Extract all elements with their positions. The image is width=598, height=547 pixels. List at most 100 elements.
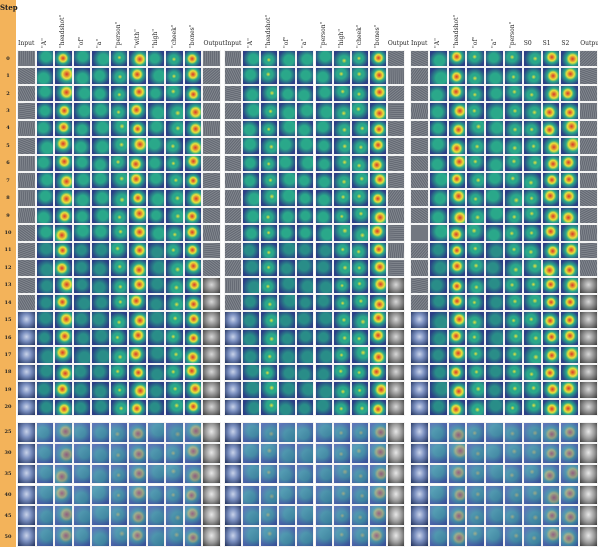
step-label: 9 <box>6 212 10 219</box>
attention-map-cell <box>54 206 73 225</box>
attention-map-cell <box>91 50 110 68</box>
attention-map-cell <box>522 294 542 312</box>
attention-map-cell <box>410 224 429 242</box>
attention-map-cell <box>541 442 561 464</box>
attention-map-cell <box>17 137 36 155</box>
attention-map-cell <box>183 119 203 138</box>
attention-map-cell <box>224 241 243 260</box>
attention-map-cell <box>560 526 580 547</box>
attention-map-cell <box>522 67 542 85</box>
attention-map-cell <box>146 67 166 85</box>
attention-map-cell <box>485 67 504 85</box>
attention-map-cell <box>314 484 333 506</box>
attention-map-cell <box>410 381 429 399</box>
attention-map-cell <box>278 206 297 225</box>
attention-map-cell <box>504 224 523 242</box>
attention-map-cell <box>146 224 166 242</box>
attention-map-cell <box>560 102 580 120</box>
attention-map-cell <box>466 119 486 138</box>
attention-map-cell <box>242 206 261 225</box>
attention-map-cell <box>224 484 243 506</box>
attention-map-cell <box>17 84 36 103</box>
attention-map-cell <box>504 67 523 85</box>
attention-map-cell <box>35 346 55 364</box>
attention-map-cell <box>332 172 351 190</box>
attention-map-cell <box>17 398 36 416</box>
attention-map-cell <box>350 484 369 506</box>
attention-map-cell <box>17 276 36 294</box>
attention-map-cell <box>91 137 110 155</box>
attention-map-cell <box>350 505 369 527</box>
attention-map-cell <box>485 346 504 364</box>
attention-map-cell <box>165 172 184 190</box>
attention-map-cell <box>560 67 580 85</box>
attention-map-cell <box>466 484 486 506</box>
attention-map-cell <box>386 484 405 506</box>
attention-map-cell <box>410 241 429 260</box>
attention-map-cell <box>165 224 184 242</box>
attention-map-cell <box>314 172 333 190</box>
attention-map-cell <box>368 137 387 155</box>
attention-map-cell <box>447 381 467 399</box>
attention-map-cell <box>368 294 387 312</box>
attention-map-cell <box>428 224 448 242</box>
attention-map-cell <box>224 346 243 364</box>
attention-map-cell <box>165 67 184 85</box>
step-label: 8 <box>6 195 10 202</box>
attention-map-cell <box>91 422 110 443</box>
attention-map-cell <box>202 137 221 155</box>
column-label: "A" <box>434 38 442 48</box>
attention-map-cell <box>109 442 129 464</box>
attention-map-cell <box>202 381 221 399</box>
attention-map-cell <box>128 526 147 547</box>
attention-map-cell <box>224 463 243 485</box>
attention-map-cell <box>428 328 448 347</box>
attention-map-cell <box>91 224 110 242</box>
attention-map-cell <box>109 84 129 103</box>
attention-map-cell <box>560 172 580 190</box>
step-label: 5 <box>6 142 10 149</box>
attention-map-cell <box>35 442 55 464</box>
attention-map-cell <box>332 346 351 364</box>
step-header: Step <box>0 3 18 12</box>
attention-map-cell <box>224 172 243 190</box>
attention-map-cell <box>91 442 110 464</box>
attention-map-cell <box>296 422 315 443</box>
attention-map-cell <box>224 526 243 547</box>
attention-map-cell <box>128 154 147 172</box>
attention-map-cell <box>242 484 261 506</box>
attention-map-cell <box>504 259 523 277</box>
attention-map-cell <box>242 259 261 277</box>
attention-map-cell <box>35 206 55 225</box>
attention-map-cell <box>560 119 580 138</box>
attention-map-cell <box>314 276 333 294</box>
column-label: "high" <box>152 28 160 48</box>
attention-map-cell <box>447 484 467 506</box>
attention-map-cell <box>522 422 542 443</box>
attention-map-cell <box>541 84 561 103</box>
attention-map-cell <box>522 206 542 225</box>
attention-map-cell <box>522 363 542 382</box>
attention-map-cell <box>485 224 504 242</box>
attention-map-cell <box>447 172 467 190</box>
attention-map-cell <box>91 526 110 547</box>
attention-map-cell <box>17 119 36 138</box>
attention-map-cell <box>428 346 448 364</box>
attention-map-cell <box>296 381 315 399</box>
attention-map-cell <box>202 241 221 260</box>
attention-map-cell <box>278 119 297 138</box>
attention-map-cell <box>242 422 261 443</box>
attention-map-cell <box>485 189 504 207</box>
step-label: 30 <box>4 450 12 457</box>
attention-map-cell <box>183 442 203 464</box>
attention-map-cell <box>350 224 369 242</box>
attention-map-cell <box>386 311 405 329</box>
step-label: 3 <box>6 108 10 114</box>
attention-map-cell <box>332 206 351 225</box>
attention-map-cell <box>35 276 55 294</box>
attention-map-cell <box>224 398 243 416</box>
attention-map-cell <box>72 328 92 347</box>
attention-map-cell <box>183 206 203 225</box>
attention-map-cell <box>447 328 467 347</box>
attention-map-cell <box>350 189 369 207</box>
